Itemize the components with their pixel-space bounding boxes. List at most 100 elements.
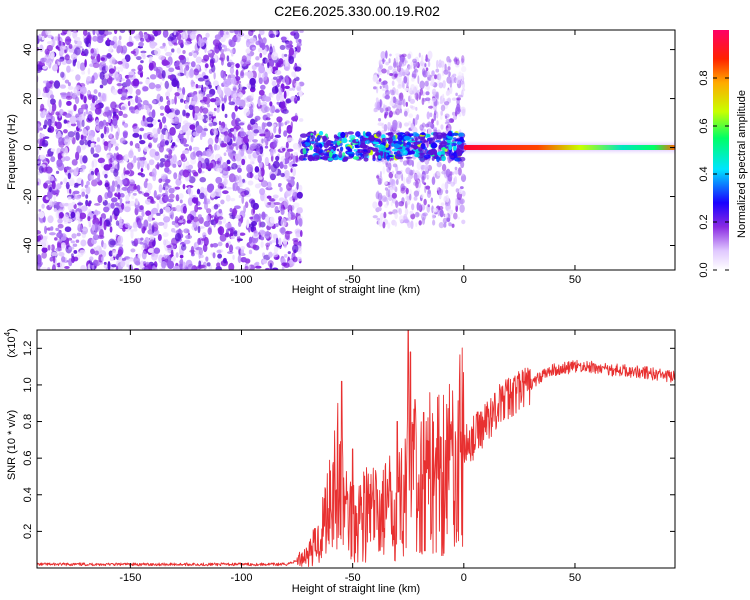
heatmap-cell [79,168,85,173]
heatmap-cell [428,105,434,109]
heatmap-cell [219,233,227,242]
heatmap-cell [185,70,189,79]
heatmap-cell [418,220,422,226]
heatmap-cell [255,56,260,61]
heatmap-cell [447,130,453,137]
heatmap-cell [243,205,246,214]
heatmap-cell [136,56,142,61]
heatmap-cell [225,149,233,153]
heatmap-cell [280,226,286,235]
heatmap-cell [117,192,121,200]
heatmap-cell [237,221,242,227]
heatmap-cell [90,248,95,255]
heatmap-cell [410,84,415,90]
heatmap-cell [54,36,59,41]
heatmap-cell [105,181,111,190]
heatmap-cell [328,151,333,158]
heatmap-cell [297,95,300,101]
heatmap-cell [269,173,276,181]
heatmap-cell [174,95,177,105]
heatmap-cell [219,226,222,235]
heatmap-cell [425,97,431,102]
heatmap-cell [140,60,144,64]
heatmap-cell [273,140,278,148]
heatmap-cell [372,201,378,209]
heatmap-cell [37,230,42,235]
heatmap-cell [392,111,398,115]
heatmap-cell [436,111,439,119]
heatmap-cell [207,50,213,54]
heatmap-cell [81,191,86,197]
heatmap-cell [210,191,216,198]
heatmap-cell [214,34,222,40]
heatmap-cell [423,140,429,143]
heatmap-cell [389,72,394,76]
heatmap-cell [99,71,105,80]
heatmap-cell [283,198,289,208]
heatmap-cell [404,87,409,91]
heatmap-cell [165,129,168,139]
spectrogram-x-label: Height of straight line (km) [292,284,420,296]
heatmap-cell [339,146,344,152]
heatmap-cell [280,100,286,109]
heatmap-cell [260,180,269,188]
snr-y-ticks: 0.2 0.4 0.6 0.8 1.0 1.2 [22,341,675,539]
heatmap-cell [65,95,73,100]
heatmap-cell [51,264,56,270]
heatmap-cell [185,165,189,171]
snr-x-tick-label: 0 [461,572,467,584]
heatmap-cell [240,191,247,197]
heatmap-cell [124,154,129,162]
heatmap-cell [166,153,173,159]
heatmap-cell [152,128,158,135]
heatmap-cell [110,101,117,110]
heatmap-cell [413,196,418,201]
heatmap-cell [278,87,283,96]
heatmap-cell [383,211,387,219]
heatmap-cell [417,202,422,211]
heatmap-cell [406,158,410,166]
heatmap-cell [408,140,416,143]
heatmap-cell [53,63,58,72]
heatmap-cell [77,202,84,206]
heatmap-cell [188,145,192,152]
heatmap-cell [264,96,272,102]
heatmap-cell [37,241,41,245]
heatmap-cell [124,62,129,69]
heatmap-cell [37,64,43,73]
heatmap-cell [217,87,222,96]
heatmap-cell [205,32,210,38]
heatmap-cell [258,176,263,180]
heatmap-cell [203,86,207,93]
heatmap-cell [133,123,138,127]
heatmap-cell [398,207,403,215]
heatmap-cell [374,101,380,110]
carrier-line [463,145,675,151]
heatmap-cell [124,170,131,175]
heatmap-cell [457,132,465,137]
heatmap-cell [229,49,235,54]
heatmap-cell [220,69,225,79]
heatmap-cell [171,220,176,226]
heatmap-cell [247,134,255,141]
heatmap-cell [216,106,220,113]
heatmap-cell [423,154,431,159]
heatmap-cell [61,256,66,263]
heatmap-cell [187,197,193,206]
heatmap-cell [372,154,376,160]
heatmap-cell [75,211,80,220]
heatmap-cell [83,95,87,104]
heatmap-cell [410,220,414,230]
heatmap-cell [396,150,401,155]
heatmap-cell [125,78,131,87]
heatmap-cell [41,247,48,253]
heatmap-cell [260,236,265,241]
heatmap-cell [37,178,41,186]
heatmap-cell [218,208,223,214]
heatmap-cell [381,195,387,203]
heatmap-cell [80,205,88,212]
heatmap-cell [38,165,44,174]
heatmap-cell [147,215,153,222]
heatmap-cell [292,202,300,208]
